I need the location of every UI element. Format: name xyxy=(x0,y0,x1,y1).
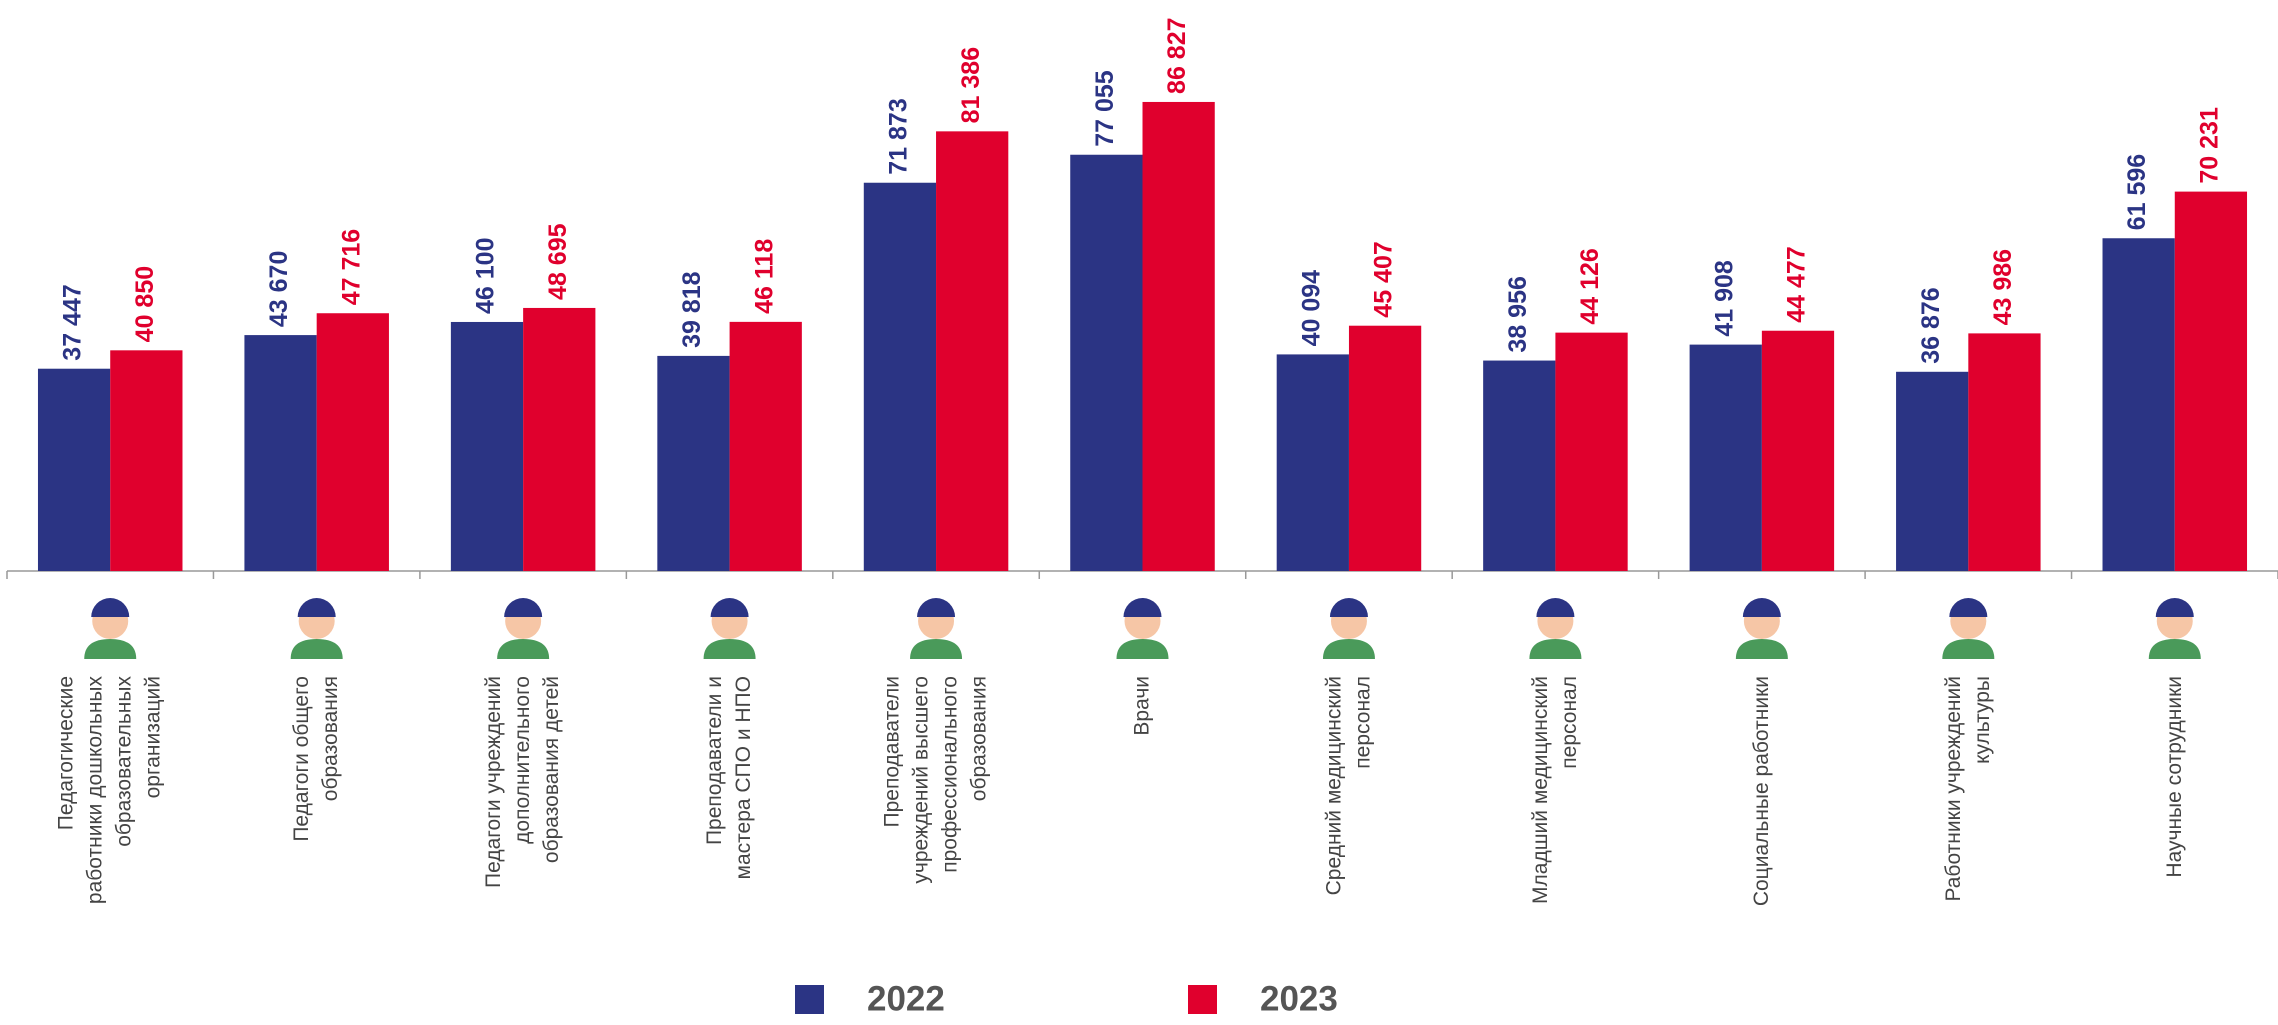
icon-body xyxy=(497,639,550,659)
bar xyxy=(1348,325,1422,571)
bar xyxy=(657,355,730,571)
bar xyxy=(523,307,596,571)
bar xyxy=(729,321,802,571)
value-label: 38 956 xyxy=(1504,276,1532,352)
bar xyxy=(450,321,524,571)
icon-hair xyxy=(1329,598,1368,617)
bar xyxy=(1483,360,1556,571)
x-tick-label: Социальные работники xyxy=(1749,676,1772,906)
value-label: 43 670 xyxy=(265,251,293,327)
bar xyxy=(1070,154,1143,571)
bar xyxy=(2102,238,2175,571)
value-label: 61 596 xyxy=(2123,154,2151,230)
bar xyxy=(1896,371,1969,571)
bar xyxy=(110,350,183,571)
x-tick-label: Работники учреждений культуры xyxy=(1941,676,1993,902)
bar xyxy=(2174,191,2248,571)
x-tick-label: Преподаватели и мастера СПО и НПО xyxy=(703,676,755,879)
icon-body xyxy=(910,639,963,659)
icon-hair xyxy=(297,598,336,617)
value-label: 46 100 xyxy=(472,237,500,313)
x-tick-label: Педагоги учреждений дополнительного образо… xyxy=(482,676,563,888)
icon-body xyxy=(2148,639,2201,659)
bar xyxy=(1689,344,1762,571)
x-tick-label: Преподаватели учреждений высшего профессио… xyxy=(880,676,990,884)
x-tick-label: Младший медицинский персонал xyxy=(1528,676,1580,904)
icon-body xyxy=(84,639,137,659)
icon-hair xyxy=(710,598,749,617)
value-label: 45 407 xyxy=(1370,241,1398,317)
bar xyxy=(1555,332,1628,571)
value-label: 36 876 xyxy=(1917,287,1945,363)
bar xyxy=(1142,101,1215,571)
icon-hair xyxy=(91,598,130,617)
bar xyxy=(863,182,937,571)
icon-hair xyxy=(1123,598,1162,617)
icon-hair xyxy=(2155,598,2194,617)
value-label: 71 873 xyxy=(885,98,913,174)
value-label: 77 055 xyxy=(1091,70,1119,147)
icon-body xyxy=(1735,639,1788,659)
legend-swatch xyxy=(1188,985,1217,1014)
x-tick-label: Врачи xyxy=(1130,676,1153,736)
bar xyxy=(1276,354,1349,571)
value-label: 70 231 xyxy=(2196,107,2224,184)
icon-body xyxy=(1529,639,1582,659)
value-label: 39 818 xyxy=(678,271,706,348)
icon-hair xyxy=(1536,598,1575,617)
bar xyxy=(1761,330,1835,571)
value-label: 43 986 xyxy=(1989,249,2017,325)
value-label: 37 447 xyxy=(59,284,87,360)
value-label: 46 118 xyxy=(750,239,778,314)
icon-body xyxy=(290,639,343,659)
bar xyxy=(316,313,389,571)
icon-hair xyxy=(1742,598,1781,617)
bar xyxy=(37,368,111,571)
value-label: 40 850 xyxy=(131,266,159,342)
value-label: 86 827 xyxy=(1163,17,1191,93)
bar xyxy=(1968,333,2041,571)
legend-label: 2023 xyxy=(1260,979,1338,1018)
icon-hair xyxy=(1949,598,1988,617)
x-tick-label: Педагоги общего образования xyxy=(290,676,342,842)
legend-label: 2022 xyxy=(867,979,945,1018)
value-label: 44 126 xyxy=(1576,248,1604,324)
icon-body xyxy=(1942,639,1995,659)
icon-hair xyxy=(504,598,543,617)
bar xyxy=(244,335,317,571)
icon-body xyxy=(1116,639,1169,659)
icon-body xyxy=(703,639,756,659)
x-tick-label: Средний медицинский персонал xyxy=(1322,676,1374,895)
value-label: 44 477 xyxy=(1783,246,1811,322)
value-label: 48 695 xyxy=(544,223,572,300)
x-tick-label: Педагогические работники дошкольных образо… xyxy=(54,676,164,905)
x-tick-label: Научные сотрудники xyxy=(2162,676,2185,878)
value-label: 47 716 xyxy=(337,229,365,305)
value-label: 41 908 xyxy=(1710,260,1738,337)
value-label: 81 386 xyxy=(957,47,985,123)
bar xyxy=(936,131,1009,572)
legend-swatch xyxy=(795,985,824,1014)
icon-body xyxy=(1322,639,1375,659)
icon-hair xyxy=(917,598,956,617)
value-label: 40 094 xyxy=(1297,270,1325,347)
